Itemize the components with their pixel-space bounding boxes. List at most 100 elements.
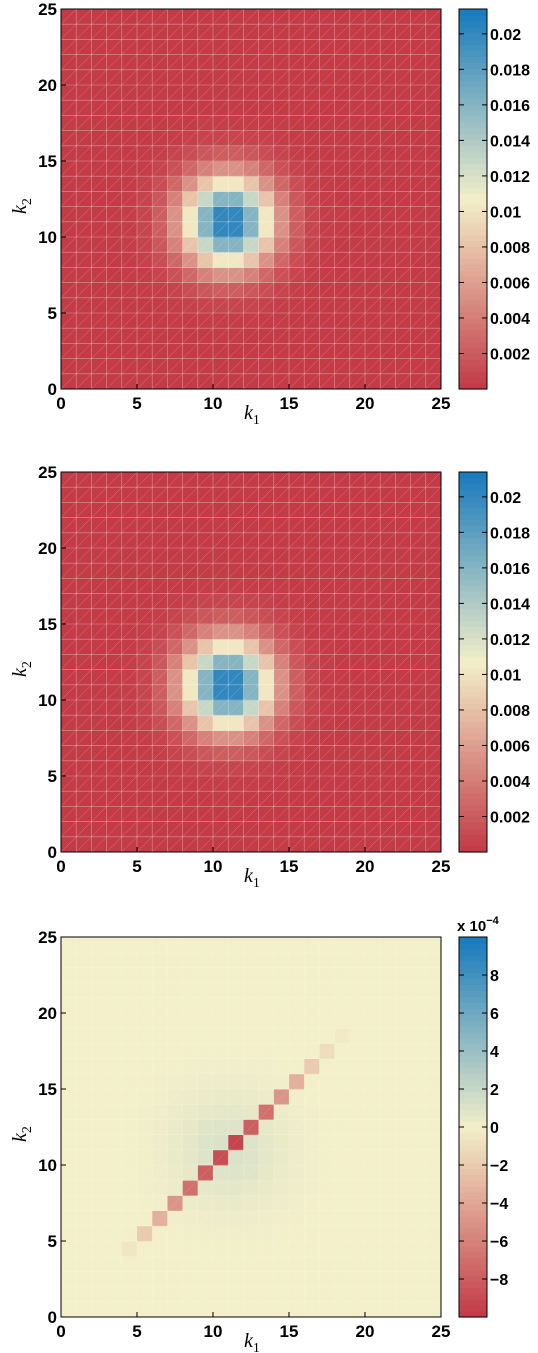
colorbar-segment	[459, 472, 487, 479]
heatmap-cell	[350, 1119, 366, 1135]
heatmap-cell	[107, 39, 123, 55]
heatmap-cell	[395, 146, 411, 162]
heatmap-cell	[380, 1287, 396, 1303]
heatmap-cell	[426, 998, 442, 1014]
heatmap-cell	[274, 343, 290, 359]
heatmap-cell	[395, 1256, 411, 1272]
heatmap-cell	[411, 1271, 427, 1287]
colorbar-segment	[459, 704, 487, 711]
heatmap-cell	[350, 639, 366, 655]
heatmap-cell	[335, 283, 351, 299]
heatmap-cell	[76, 146, 92, 162]
heatmap-cell	[91, 548, 107, 564]
heatmap-cell	[304, 700, 320, 716]
heatmap-cell	[365, 967, 381, 983]
heatmap-cell	[107, 776, 123, 792]
heatmap-cell	[259, 1271, 275, 1287]
heatmap-cell	[411, 670, 427, 686]
heatmap-cell	[122, 472, 138, 488]
heatmap-cell	[183, 1226, 199, 1242]
heatmap-cell	[289, 1211, 305, 1227]
heatmap-cell	[365, 207, 381, 223]
colorbar-segment	[459, 733, 487, 740]
heatmap-cell	[289, 1104, 305, 1120]
heatmap-cell	[395, 533, 411, 549]
heatmap-cell	[243, 1028, 259, 1044]
heatmap-cell	[350, 1226, 366, 1242]
heatmap-cell	[350, 578, 366, 594]
heatmap-cell	[228, 207, 244, 223]
heatmap-cell	[76, 1271, 92, 1287]
heatmap-cell	[411, 115, 427, 131]
heatmap-cell	[61, 1256, 77, 1272]
heatmap-cell	[319, 937, 335, 953]
heatmap-cell	[243, 115, 259, 131]
heatmap-cell	[213, 131, 229, 147]
heatmap-cell	[213, 313, 229, 329]
heatmap-cell	[91, 502, 107, 518]
heatmap-cell	[167, 578, 183, 594]
heatmap-cell	[395, 670, 411, 686]
heatmap-cell	[91, 70, 107, 86]
heatmap-cell	[61, 487, 77, 503]
colorbar-segment	[459, 74, 487, 81]
heatmap-cell	[304, 594, 320, 610]
heatmap-cell	[319, 374, 335, 390]
heatmap-cell	[198, 1226, 214, 1242]
heatmap-cell	[335, 1028, 351, 1044]
heatmap-cell	[395, 822, 411, 838]
heatmap-cell	[137, 624, 153, 640]
colorbar-segment	[459, 1180, 487, 1187]
heatmap-cell	[335, 252, 351, 268]
colorbar-tick-label: 0.02	[490, 27, 521, 44]
colorbar-segment	[459, 336, 487, 343]
heatmap-cell	[107, 374, 123, 390]
heatmap-cell	[183, 191, 199, 207]
heatmap-cell	[289, 131, 305, 147]
heatmap-cell	[213, 639, 229, 655]
heatmap-cell	[319, 578, 335, 594]
heatmap-cell	[319, 55, 335, 71]
heatmap-cell	[304, 328, 320, 344]
heatmap-cell	[304, 822, 320, 838]
heatmap-cell	[91, 1287, 107, 1303]
heatmap-cell	[289, 1119, 305, 1135]
heatmap-cell	[335, 1211, 351, 1227]
heatmap-cell	[259, 1287, 275, 1303]
heatmap-cell	[76, 298, 92, 314]
heatmap-cell	[228, 252, 244, 268]
heatmap-cell	[426, 776, 442, 792]
heatmap-cell	[137, 487, 153, 503]
heatmap-cell	[91, 1241, 107, 1257]
colorbar-segment	[459, 973, 487, 980]
heatmap-cell	[198, 1074, 214, 1090]
heatmap-cell	[365, 761, 381, 777]
heatmap-cell	[76, 952, 92, 968]
heatmap-cell	[167, 207, 183, 223]
heatmap-cell	[411, 806, 427, 822]
heatmap-cell	[426, 670, 442, 686]
heatmap-cell	[274, 115, 290, 131]
heatmap-cell	[183, 1135, 199, 1151]
heatmap-cell	[107, 1028, 123, 1044]
heatmap-cell	[122, 1150, 138, 1166]
heatmap-cell	[61, 39, 77, 55]
heatmap-cell	[61, 533, 77, 549]
colorbar-segment	[459, 270, 487, 277]
heatmap-cell	[137, 313, 153, 329]
heatmap-cell	[107, 685, 123, 701]
heatmap-cell	[91, 115, 107, 131]
heatmap-cell	[61, 937, 77, 953]
heatmap-cell	[289, 822, 305, 838]
heatmap-cell	[167, 313, 183, 329]
heatmap-cell	[365, 998, 381, 1014]
colorbar-segment	[459, 169, 487, 176]
heatmap-cell	[395, 937, 411, 953]
heatmap-cell	[350, 1302, 366, 1318]
heatmap-cell	[411, 578, 427, 594]
heatmap-cell	[228, 685, 244, 701]
heatmap-cell	[395, 472, 411, 488]
heatmap-cell	[228, 1180, 244, 1196]
heatmap-cell	[243, 837, 259, 853]
heatmap-cell	[107, 1119, 123, 1135]
